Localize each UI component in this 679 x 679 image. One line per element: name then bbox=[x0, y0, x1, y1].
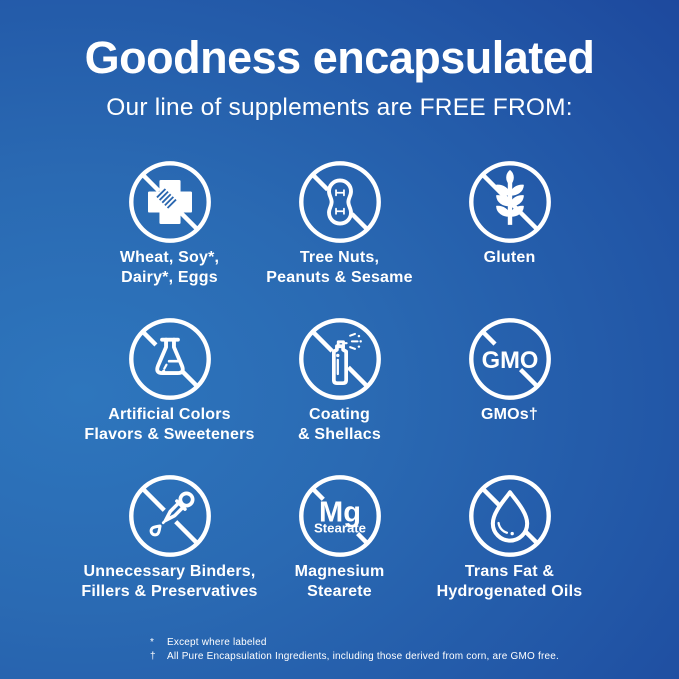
no-spray-can-icon bbox=[298, 317, 381, 400]
footnote-marker: † bbox=[150, 651, 156, 662]
footnote-marker: * bbox=[150, 636, 155, 648]
mg-icon-text: Mg bbox=[319, 496, 361, 528]
free-from-item-coating-shellacs: Coating & Shellacs bbox=[255, 315, 425, 472]
free-from-item-binders-fillers-preservatives: Unnecessary Binders, Fillers & Preservat… bbox=[81, 472, 257, 629]
no-medical-cross-fork-icon bbox=[128, 160, 211, 243]
header: Goodness encapsulated Our line of supple… bbox=[0, 0, 679, 122]
no-gmo-icon: GMO bbox=[468, 317, 551, 400]
gmo-icon-text: GMO bbox=[481, 346, 538, 373]
page-title: Goodness encapsulated bbox=[84, 32, 595, 83]
stearate-icon-text: Stearate bbox=[313, 520, 365, 535]
free-from-label: Artificial Colors Flavors & Sweeteners bbox=[84, 405, 255, 443]
no-peanut-icon bbox=[298, 160, 381, 243]
free-from-label: Coating & Shellacs bbox=[298, 405, 381, 443]
free-from-label: Magnesium Stearete bbox=[294, 562, 385, 600]
free-from-item-gmos: GMO GMOs† bbox=[425, 315, 595, 472]
free-from-item-trans-fat-oils: Trans Fat & Hydrogenated Oils bbox=[425, 472, 595, 629]
free-from-label: Tree Nuts, Peanuts & Sesame bbox=[266, 248, 413, 286]
no-oil-drop-icon bbox=[468, 474, 551, 557]
no-mg-stearate-icon: Mg Stearate bbox=[298, 474, 381, 557]
no-wheat-icon bbox=[468, 160, 551, 243]
free-from-item-artificial-colors: Artificial Colors Flavors & Sweeteners bbox=[84, 315, 255, 472]
no-flask-icon bbox=[128, 317, 211, 400]
page-subtitle: Our line of supplements are FREE FROM: bbox=[106, 93, 573, 121]
free-from-grid: Wheat, Soy*, Dairy*, Eggs Tree Nuts, Pea… bbox=[0, 158, 679, 629]
free-from-label: Wheat, Soy*, Dairy*, Eggs bbox=[119, 248, 220, 286]
free-from-label: Unnecessary Binders, Fillers & Preservat… bbox=[81, 562, 258, 600]
free-from-item-gluten: Gluten bbox=[425, 158, 595, 315]
free-from-label: GMOs† bbox=[480, 405, 538, 423]
free-from-item-magnesium-stearate: Mg Stearate Magnesium Stearete bbox=[255, 472, 425, 629]
footnote-dagger: † All Pure Encapsulation Ingredients, in… bbox=[150, 650, 679, 665]
free-from-item-tree-nuts-peanuts-sesame: Tree Nuts, Peanuts & Sesame bbox=[255, 158, 425, 315]
free-from-item-wheat-soy-dairy-eggs: Wheat, Soy*, Dairy*, Eggs bbox=[85, 158, 255, 315]
free-from-label: Trans Fat & Hydrogenated Oils bbox=[436, 562, 583, 600]
no-dropper-icon bbox=[128, 474, 211, 557]
free-from-label: Gluten bbox=[483, 248, 536, 266]
footnotes: * Except where labeled † All Pure Encaps… bbox=[150, 636, 679, 665]
footnote-asterisk: * Except where labeled bbox=[150, 636, 679, 651]
footnote-text: All Pure Encapsulation Ingredients, incl… bbox=[167, 651, 559, 662]
footnote-text: Except where labeled bbox=[167, 636, 267, 648]
